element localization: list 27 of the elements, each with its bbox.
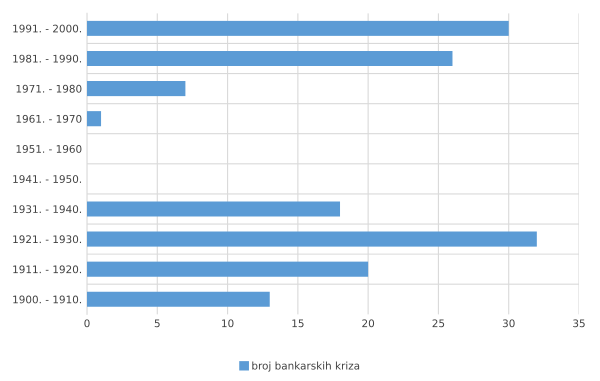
y-tick-label: 1961. - 1970 — [16, 114, 82, 123]
bar — [87, 262, 368, 277]
y-tick-label: 1991. - 2000. — [13, 24, 82, 32]
y-tick-label: 1900. - 1910. — [13, 296, 82, 304]
bar — [87, 81, 186, 96]
x-tick-label: 10 — [222, 319, 234, 328]
x-tick-label: 15 — [292, 320, 304, 328]
y-tick-label: 1981. - 1990. — [13, 54, 82, 63]
bar — [87, 50, 452, 66]
y-tick-label: 1911. - 1920. — [13, 265, 82, 274]
bar — [87, 292, 270, 307]
bar — [87, 232, 537, 247]
bar — [87, 111, 102, 126]
x-tick-label: 0 — [84, 319, 90, 328]
y-tick-label: 1941. - 1950. — [13, 175, 82, 183]
x-tick-label: 30 — [502, 319, 515, 328]
bar — [87, 20, 509, 36]
x-tick-label: 35 — [573, 319, 585, 328]
legend-label: broj bankarskih kriza — [252, 362, 360, 372]
y-tick-label: 1931. - 1940. — [13, 205, 82, 214]
bar — [87, 201, 340, 217]
x-tick-label: 20 — [362, 319, 374, 328]
y-tick-label: 1951. - 1960 — [16, 145, 82, 153]
x-tick-label: 5 — [154, 320, 160, 328]
y-tick-label: 1971. - 1980 — [16, 84, 82, 93]
y-tick-label: 1921. - 1930. — [13, 235, 82, 244]
x-tick-label: 25 — [432, 319, 444, 328]
